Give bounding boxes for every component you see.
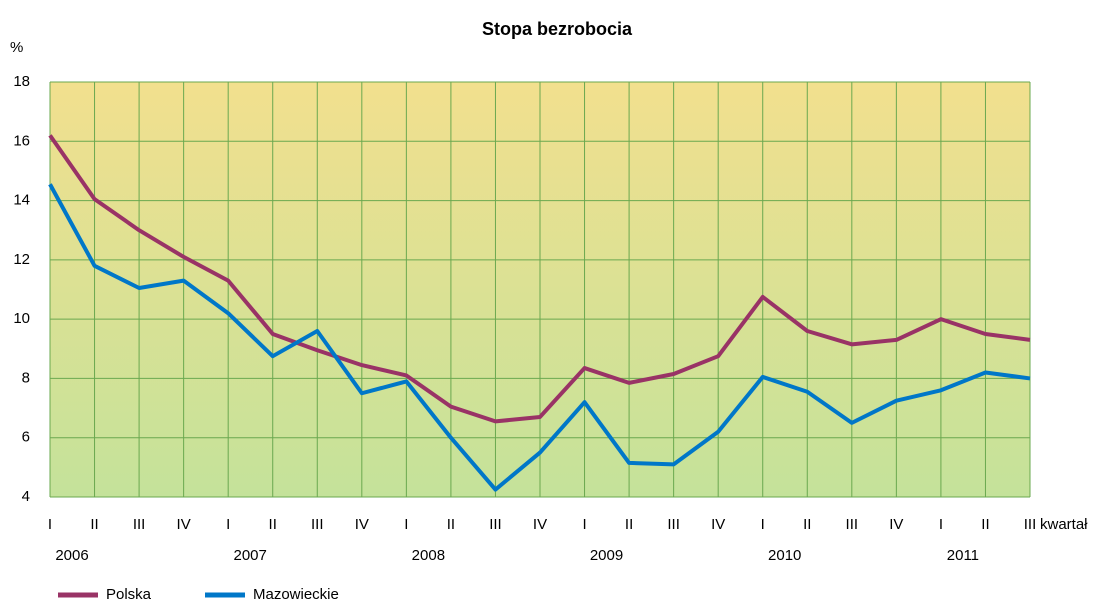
x-tick-label: III xyxy=(133,516,146,533)
x-tick-label: IV xyxy=(355,516,369,533)
y-tick-label: 12 xyxy=(13,251,30,268)
y-axis-label: % xyxy=(10,39,23,56)
x-axis-label: kwartał xyxy=(1040,516,1088,533)
x-tick-label: III xyxy=(667,516,680,533)
x-tick-label: IV xyxy=(711,516,725,533)
x-tick-label: I xyxy=(226,516,230,533)
x-tick-label: IV xyxy=(889,516,903,533)
x-tick-label: IV xyxy=(177,516,191,533)
y-tick-label: 4 xyxy=(22,488,30,505)
x-tick-label: I xyxy=(761,516,765,533)
x-tick-label: I xyxy=(404,516,408,533)
x-tick-label: I xyxy=(939,516,943,533)
y-tick-label: 10 xyxy=(13,310,30,327)
x-tick-label: II xyxy=(269,516,277,533)
x-tick-label: I xyxy=(48,516,52,533)
x-group-label: 2007 xyxy=(233,547,266,564)
x-tick-label: II xyxy=(90,516,98,533)
x-tick-label: II xyxy=(803,516,811,533)
x-group-label: 2011 xyxy=(947,547,979,564)
y-tick-label: 8 xyxy=(22,369,30,386)
series-line xyxy=(48,134,1031,424)
x-tick-label: III xyxy=(846,516,859,533)
legend-label: Polska xyxy=(106,586,152,603)
y-tick-label: 18 xyxy=(13,73,30,90)
x-tick-label: IV xyxy=(533,516,547,533)
chart-title: Stopa bezrobocia xyxy=(482,19,633,39)
x-tick-label: II xyxy=(447,516,455,533)
x-tick-label: III xyxy=(489,516,502,533)
y-tick-label: 14 xyxy=(13,192,30,209)
x-tick-label: II xyxy=(625,516,633,533)
x-tick-label: II xyxy=(981,516,989,533)
x-group-label: 2008 xyxy=(412,547,445,564)
x-tick-label: I xyxy=(582,516,586,533)
series-line xyxy=(48,183,1031,492)
x-group-label: 2009 xyxy=(590,547,623,564)
x-tick-label: III xyxy=(311,516,324,533)
legend-label: Mazowieckie xyxy=(253,586,339,603)
x-tick-label: III xyxy=(1024,516,1037,533)
x-group-label: 2010 xyxy=(768,547,801,564)
y-tick-label: 16 xyxy=(13,132,30,149)
y-tick-label: 6 xyxy=(22,429,30,446)
x-group-label: 2006 xyxy=(55,547,88,564)
